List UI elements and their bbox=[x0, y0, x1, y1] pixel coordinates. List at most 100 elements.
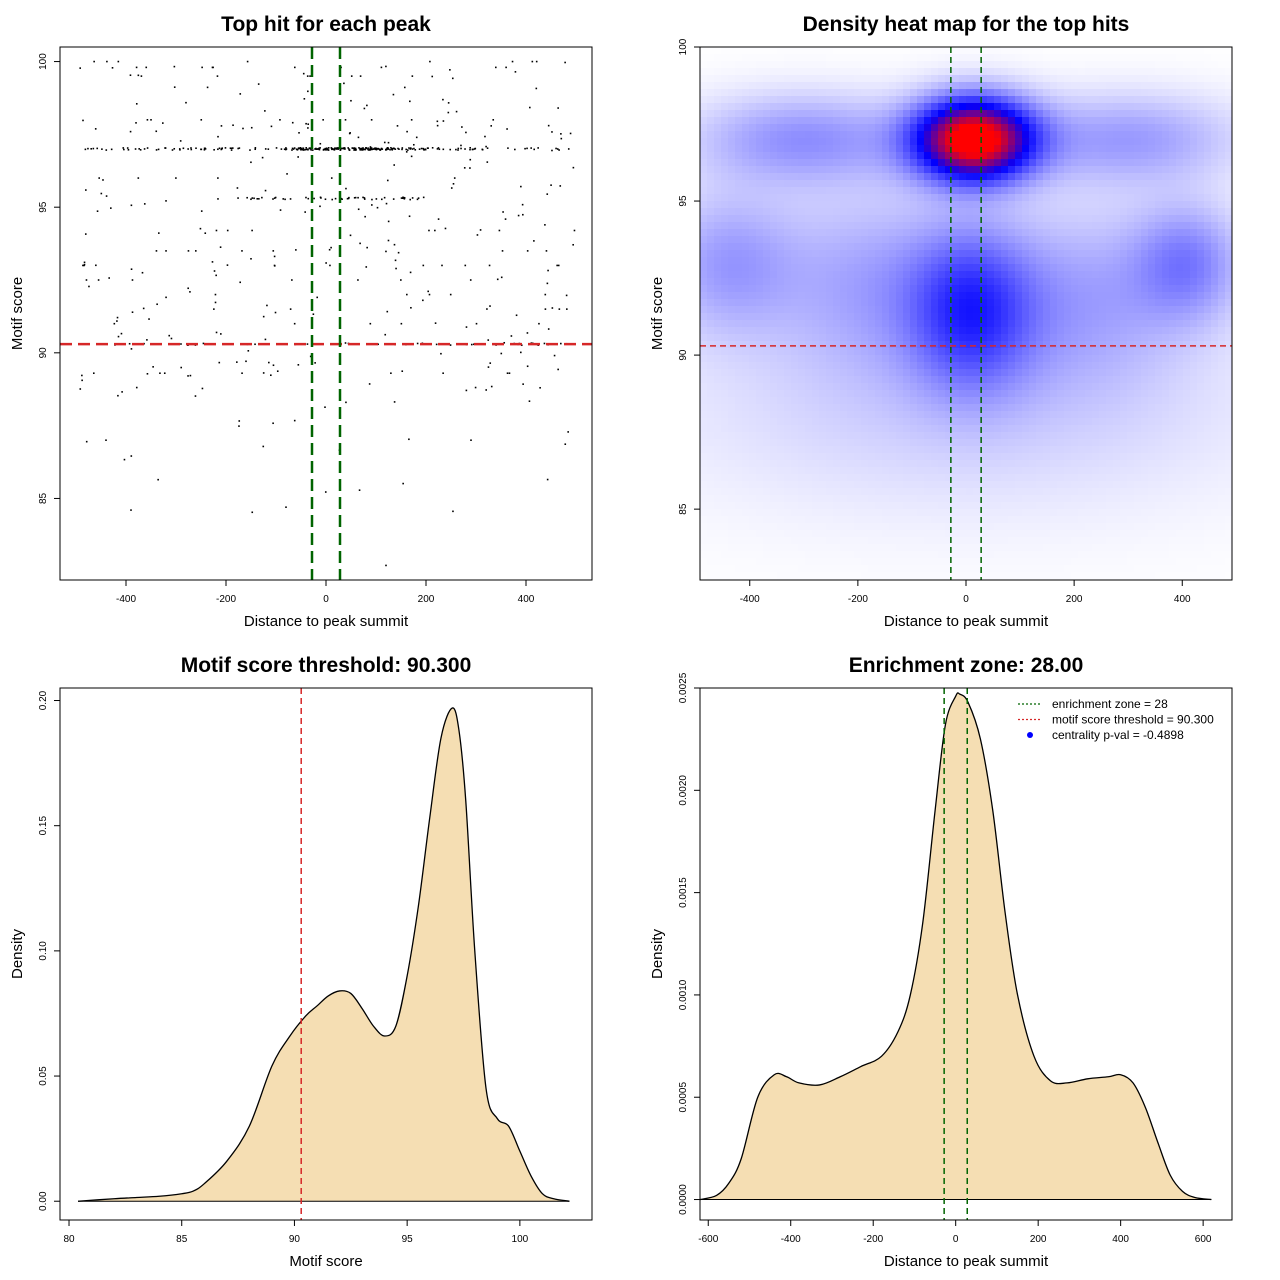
heat-cell bbox=[1001, 68, 1009, 76]
heat-cell bbox=[861, 572, 869, 580]
heat-cell bbox=[980, 138, 988, 146]
heat-cell bbox=[749, 236, 757, 244]
heat-cell bbox=[938, 131, 946, 139]
heat-cell bbox=[966, 390, 974, 398]
data-point bbox=[551, 307, 554, 309]
heat-cell bbox=[833, 152, 841, 160]
heat-cell bbox=[973, 523, 981, 531]
heat-cell bbox=[763, 404, 771, 412]
data-point bbox=[492, 119, 495, 121]
heat-cell bbox=[980, 110, 988, 118]
heat-cell bbox=[994, 229, 1002, 237]
heat-cell bbox=[1015, 89, 1023, 97]
heat-cell bbox=[707, 565, 715, 573]
heat-cell bbox=[994, 320, 1002, 328]
heat-cell bbox=[1057, 425, 1065, 433]
heat-cell bbox=[700, 327, 708, 335]
heat-cell bbox=[1008, 68, 1016, 76]
heat-cell bbox=[756, 516, 764, 524]
heat-cell bbox=[896, 327, 904, 335]
heat-cell bbox=[1057, 299, 1065, 307]
heat-cell bbox=[903, 152, 911, 160]
heat-cell bbox=[728, 138, 736, 146]
data-point bbox=[148, 318, 150, 320]
heat-cell bbox=[742, 194, 750, 202]
heat-cell bbox=[784, 348, 792, 356]
heat-cell bbox=[735, 481, 743, 489]
heat-cell bbox=[903, 208, 911, 216]
heat-cell bbox=[1064, 180, 1072, 188]
heat-cell bbox=[805, 292, 813, 300]
heat-cell bbox=[889, 474, 897, 482]
heat-cell bbox=[903, 187, 911, 195]
heat-cell bbox=[1043, 383, 1051, 391]
heat-cell bbox=[931, 432, 939, 440]
heat-cell bbox=[910, 215, 918, 223]
heat-cell bbox=[798, 250, 806, 258]
data-point bbox=[410, 119, 413, 121]
data-point bbox=[302, 72, 305, 75]
heat-cell bbox=[1071, 544, 1079, 552]
heat-cell bbox=[854, 110, 862, 118]
heat-cell bbox=[770, 334, 778, 342]
heat-cell bbox=[847, 467, 855, 475]
heat-cell bbox=[833, 348, 841, 356]
heat-cell bbox=[1001, 299, 1009, 307]
heat-cell bbox=[994, 544, 1002, 552]
heat-cell bbox=[994, 47, 1002, 55]
heat-cell bbox=[700, 390, 708, 398]
heat-cell bbox=[805, 222, 813, 230]
heat-cell bbox=[763, 292, 771, 300]
heat-cell bbox=[812, 250, 820, 258]
heat-cell bbox=[868, 299, 876, 307]
heat-cell bbox=[1001, 187, 1009, 195]
heat-cell bbox=[728, 523, 736, 531]
heat-cell bbox=[1022, 250, 1030, 258]
data-point bbox=[95, 264, 97, 267]
heat-cell bbox=[784, 152, 792, 160]
heat-cell bbox=[994, 446, 1002, 454]
data-point bbox=[560, 133, 562, 135]
heat-cell bbox=[805, 572, 813, 580]
heat-cell bbox=[1008, 194, 1016, 202]
heat-cell bbox=[868, 327, 876, 335]
heat-cell bbox=[1015, 348, 1023, 356]
heat-cell bbox=[952, 369, 960, 377]
heat-cell bbox=[931, 124, 939, 132]
heat-cell bbox=[812, 432, 820, 440]
heat-cell bbox=[980, 208, 988, 216]
heat-cell bbox=[1071, 558, 1079, 566]
heat-cell bbox=[1057, 474, 1065, 482]
heat-cell bbox=[994, 327, 1002, 335]
heat-cell bbox=[1029, 96, 1037, 104]
heat-cell bbox=[854, 404, 862, 412]
heat-cell bbox=[728, 502, 736, 510]
heat-cell bbox=[896, 488, 904, 496]
heat-cell bbox=[959, 383, 967, 391]
heat-cell bbox=[700, 565, 708, 573]
heat-cell bbox=[861, 376, 869, 384]
heat-cell bbox=[854, 432, 862, 440]
heat-cell bbox=[952, 530, 960, 538]
heat-cell bbox=[966, 516, 974, 524]
heat-cell bbox=[938, 488, 946, 496]
heat-cell bbox=[1015, 54, 1023, 62]
heat-cell bbox=[868, 264, 876, 272]
heat-cell bbox=[1001, 334, 1009, 342]
heat-cell bbox=[924, 411, 932, 419]
heat-cell bbox=[987, 194, 995, 202]
heat-cell bbox=[987, 173, 995, 181]
heat-cell bbox=[756, 68, 764, 76]
heat-cell bbox=[742, 341, 750, 349]
heat-cell bbox=[770, 383, 778, 391]
heat-cell bbox=[945, 208, 953, 216]
heat-cell bbox=[805, 75, 813, 83]
heat-cell bbox=[784, 432, 792, 440]
heat-cell bbox=[763, 502, 771, 510]
heat-cell bbox=[840, 355, 848, 363]
data-point bbox=[449, 293, 452, 296]
heat-cell bbox=[1057, 495, 1065, 503]
heat-cell bbox=[882, 411, 890, 419]
heat-cell bbox=[749, 243, 757, 251]
heat-cell bbox=[784, 530, 792, 538]
